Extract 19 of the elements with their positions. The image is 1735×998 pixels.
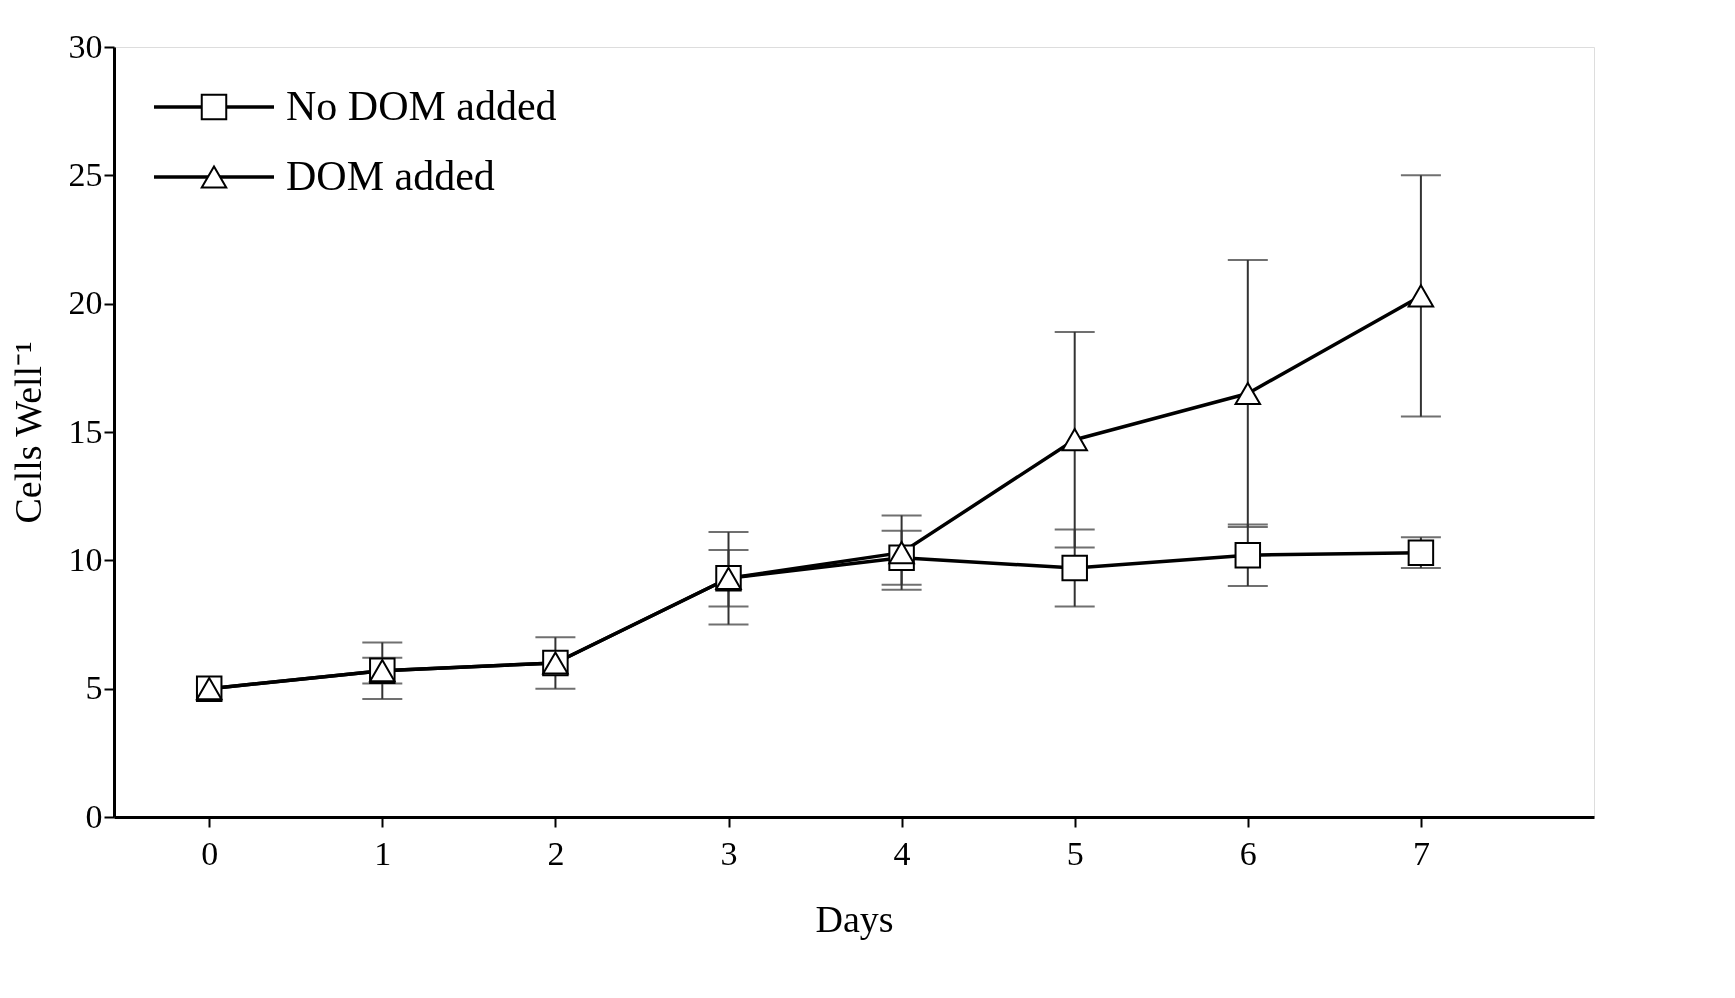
x-tick-label: 6 [1239, 834, 1257, 872]
y-tick-label: 0 [85, 797, 103, 835]
y-tick-label: 5 [85, 669, 103, 707]
x-tick-label: 3 [720, 834, 738, 872]
x-tick-label: 1 [374, 834, 392, 872]
y-tick-label: 15 [68, 412, 103, 450]
x-tick-label: 2 [547, 834, 565, 872]
y-axis-title: Cells Well⁻¹ [6, 341, 49, 524]
x-axis-title: Days [815, 897, 894, 940]
legend-label: No DOM added [286, 83, 557, 129]
x-tick-label: 5 [1066, 834, 1084, 872]
y-tick-label: 25 [68, 155, 103, 193]
y-tick-label: 20 [68, 284, 103, 322]
y-tick-label: 10 [68, 540, 103, 578]
x-tick-label: 0 [201, 834, 219, 872]
y-tick-label: 30 [68, 27, 103, 65]
legend-label: DOM added [286, 153, 495, 199]
x-tick-label: 7 [1412, 834, 1430, 872]
x-tick-label: 4 [893, 834, 911, 872]
